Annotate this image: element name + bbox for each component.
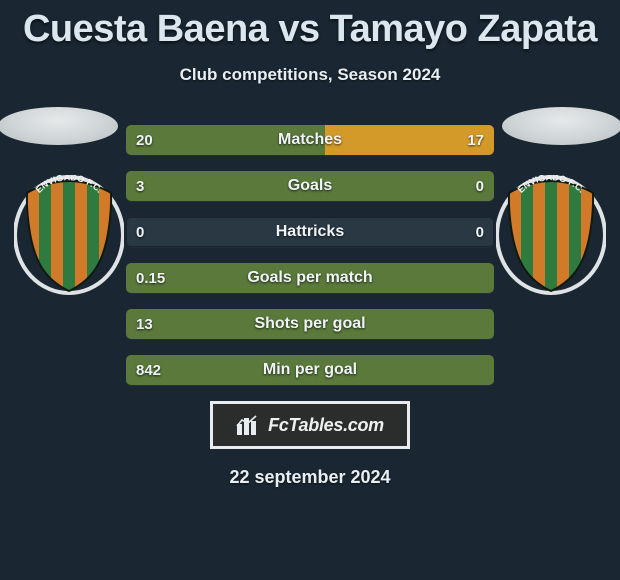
club-badge-left: ENVIGADO F.C. [14,175,124,295]
player-pedestal-right [502,107,620,145]
stat-fill-left [126,171,494,201]
page-title: Cuesta Baena vs Tamayo Zapata [0,0,620,51]
comparison-bars: Matches2017Goals30Hattricks00Goals per m… [126,125,494,385]
stat-value-left: 0 [136,217,144,247]
stat-value-right: 17 [467,125,484,155]
stat-row: Matches2017 [126,125,494,155]
club-badge-right: ENVIGADO F.C. [496,175,606,295]
stat-value-left: 3 [136,171,144,201]
stat-fill-left [126,125,325,155]
comparison-stage: ENVIGADO F.C. ENVIGADO F.C. Matches2017G… [0,125,620,385]
stat-value-right: 0 [476,217,484,247]
stat-value-right: 0 [476,171,484,201]
page-subtitle: Club competitions, Season 2024 [0,65,620,85]
stat-value-left: 20 [136,125,153,155]
stat-row: Shots per goal13 [126,309,494,339]
player-pedestal-left [0,107,118,145]
stat-row: Hattricks0 0 [126,217,494,247]
stat-fill-left [126,263,494,293]
footer-date: 22 september 2024 [0,467,620,488]
stat-value-left: 0.15 [136,263,165,293]
stat-value-left: 842 [136,355,161,385]
stat-row: Goals30 [126,171,494,201]
stat-fill-left [126,309,494,339]
brand-text: FcTables.com [268,415,384,436]
stat-row: Min per goal842 [126,355,494,385]
stat-value-left: 13 [136,309,153,339]
stat-metric-label: Hattricks [126,217,494,247]
brand-bars-icon [236,414,262,436]
stat-fill-left [126,355,494,385]
stat-row: Goals per match0.15 [126,263,494,293]
brand-box: FcTables.com [210,401,410,449]
